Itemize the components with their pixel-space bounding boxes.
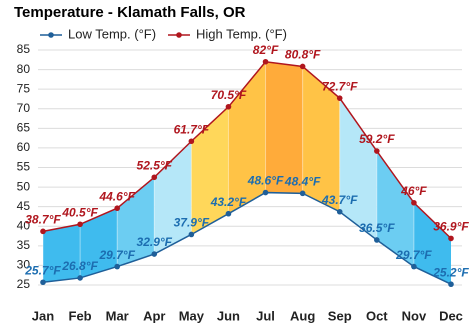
- y-tick-label: 45: [17, 199, 31, 213]
- x-tick-label: Jun: [217, 308, 240, 323]
- data-label: 25.7°F: [24, 263, 61, 277]
- data-point: [374, 237, 380, 243]
- range-band: [117, 177, 155, 267]
- y-tick-label: 70: [17, 101, 31, 115]
- y-tick-label: 40: [17, 218, 31, 232]
- data-label: 48.4°F: [284, 175, 321, 189]
- range-band: [339, 98, 377, 240]
- data-label: 82°F: [253, 43, 279, 57]
- x-tick-label: Dec: [439, 308, 463, 323]
- x-tick-label: Oct: [366, 308, 388, 323]
- y-tick-label: 55: [17, 160, 31, 174]
- data-label: 25.2°F: [432, 265, 469, 279]
- data-point: [188, 231, 195, 238]
- data-label: 43.7°F: [321, 193, 358, 207]
- range-band: [413, 202, 451, 285]
- data-point: [411, 199, 417, 206]
- data-point: [77, 221, 83, 228]
- data-label: 37.9°F: [174, 216, 210, 230]
- data-label: 80.8°F: [285, 48, 321, 62]
- data-point: [225, 210, 232, 217]
- y-tick-label: 75: [17, 81, 31, 95]
- data-label: 59.2°F: [359, 132, 395, 146]
- x-tick-label: Sep: [328, 308, 352, 323]
- data-point: [299, 190, 306, 197]
- y-tick-label: 85: [17, 42, 31, 56]
- data-point: [40, 228, 46, 235]
- y-tick-label: 50: [17, 179, 31, 193]
- data-point: [299, 63, 306, 70]
- data-point: [114, 205, 120, 212]
- data-label: 26.8°F: [61, 259, 98, 273]
- data-label: 29.7°F: [98, 248, 135, 262]
- data-point: [77, 275, 83, 281]
- x-tick-label: Feb: [69, 308, 92, 323]
- range-band: [228, 61, 266, 214]
- data-point: [188, 138, 195, 145]
- data-point: [225, 103, 232, 110]
- x-tick-label: Nov: [402, 308, 427, 323]
- data-point: [262, 189, 269, 196]
- data-point: [374, 148, 380, 154]
- range-band: [302, 66, 340, 212]
- data-label: 43.2°F: [210, 195, 247, 209]
- data-label: 52.5°F: [137, 158, 173, 172]
- y-tick-label: 60: [17, 140, 31, 154]
- series-line: [42, 60, 452, 239]
- range-band: [376, 151, 414, 267]
- data-label: 32.9°F: [137, 235, 173, 249]
- data-label: 38.7°F: [25, 213, 61, 227]
- range-band: [265, 61, 303, 194]
- data-label: 70.5°F: [211, 88, 247, 102]
- y-tick-label: 65: [17, 121, 31, 135]
- x-tick-label: Aug: [290, 308, 315, 323]
- x-tick-label: Mar: [106, 308, 129, 323]
- legend-label: High Temp. (°F): [196, 26, 287, 41]
- data-label: 36.9°F: [433, 220, 469, 234]
- y-tick-label: 30: [17, 258, 31, 272]
- range-band: [191, 106, 229, 235]
- y-tick-label: 80: [17, 62, 31, 76]
- data-point: [40, 279, 46, 286]
- x-tick-label: May: [179, 308, 205, 323]
- data-label: 61.7°F: [174, 122, 210, 136]
- series-line: [42, 191, 452, 285]
- data-point: [448, 235, 454, 242]
- data-label: 46°F: [400, 184, 427, 198]
- data-point: [411, 263, 417, 270]
- data-point: [448, 281, 454, 288]
- data-label: 29.7°F: [395, 248, 432, 262]
- y-tick-label: 25: [17, 277, 31, 291]
- range-band: [80, 208, 118, 278]
- range-band: [154, 141, 192, 255]
- data-point: [114, 263, 120, 270]
- data-label: 72.7°F: [322, 79, 358, 93]
- data-point: [151, 174, 158, 181]
- legend-label: Low Temp. (°F): [68, 26, 156, 41]
- data-point: [336, 95, 343, 101]
- x-tick-label: Apr: [143, 308, 165, 323]
- data-point: [262, 58, 269, 65]
- data-label: 36.5°F: [359, 221, 395, 235]
- x-tick-label: Jul: [256, 308, 275, 323]
- data-label: 44.6°F: [98, 189, 135, 203]
- y-tick-label: 35: [17, 238, 31, 252]
- data-label: 40.5°F: [61, 205, 98, 219]
- legend-marker: [48, 32, 54, 38]
- legend-marker: [176, 32, 182, 38]
- x-tick-label: Jan: [32, 308, 54, 323]
- range-band: [43, 224, 81, 283]
- data-label: 48.6°F: [247, 174, 284, 188]
- chart-title: Temperature - Klamath Falls, OR: [14, 4, 246, 21]
- data-point: [336, 208, 343, 215]
- data-point: [151, 251, 158, 257]
